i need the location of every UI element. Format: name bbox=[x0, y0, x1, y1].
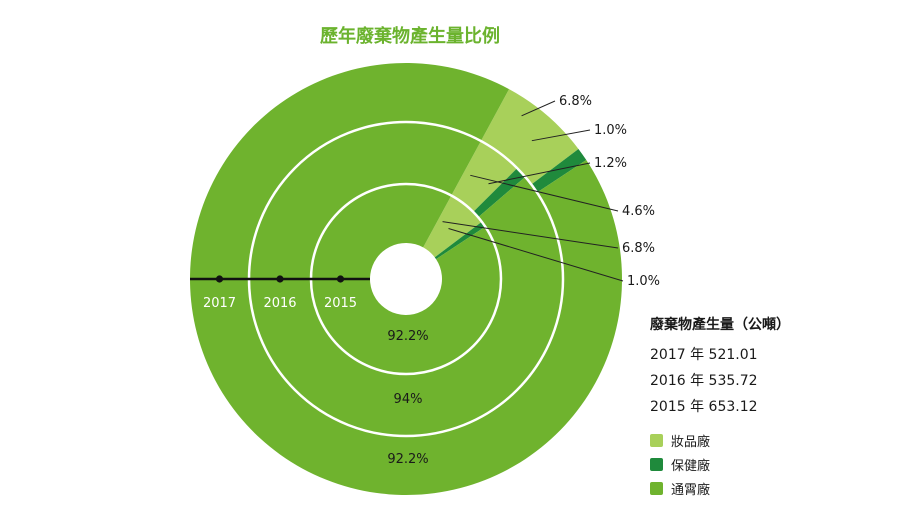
slice-label-2015-general: 92.2% bbox=[387, 329, 428, 344]
pie-slice-2016-1 bbox=[473, 168, 526, 218]
row-year: 2016 bbox=[650, 373, 686, 389]
slice-label-2015-1: 1.0% bbox=[627, 274, 660, 289]
slice-label-2016-1: 1.2% bbox=[594, 156, 627, 171]
row-unit: 年 bbox=[690, 347, 705, 363]
ring-year-label-2017: 2017 bbox=[203, 296, 236, 311]
slice-label-2016-0: 4.6% bbox=[622, 204, 655, 219]
year-dot-2016 bbox=[276, 275, 284, 283]
legend-item-cosmetics: 妝品廠 bbox=[650, 428, 710, 452]
year-dot-2017 bbox=[215, 275, 224, 283]
row-year: 2015 bbox=[650, 399, 686, 415]
slice-label-2016-general: 94% bbox=[394, 392, 423, 407]
callout-line-2017-1 bbox=[531, 129, 591, 142]
legend-swatch-health bbox=[650, 457, 663, 471]
row-value: 653.12 bbox=[708, 399, 758, 415]
year-dot-2015 bbox=[336, 275, 345, 283]
legend-swatch-general bbox=[650, 481, 663, 495]
pie-slice-2017-0 bbox=[480, 89, 579, 185]
callout-line-2015-0 bbox=[442, 221, 619, 249]
row-value: 535.72 bbox=[708, 373, 758, 389]
row-unit: 年 bbox=[690, 373, 705, 389]
pie-slice-2015-2 bbox=[311, 184, 502, 374]
chart-legend: 妝品廠 保健廠 通霄廠 bbox=[650, 428, 710, 500]
row-unit: 年 bbox=[690, 399, 705, 415]
chart-title: 歷年廢棄物產生量比例 bbox=[320, 26, 500, 47]
pie-slice-2016-2 bbox=[249, 122, 564, 437]
waste-amount-row-2016: 2016 年 535.72 bbox=[650, 368, 790, 394]
callout-line-2017-0 bbox=[521, 100, 556, 117]
row-year: 2017 bbox=[650, 347, 686, 363]
pie-slice-2015-0 bbox=[423, 195, 482, 258]
callout-line-2016-0 bbox=[470, 174, 619, 212]
slice-label-2017-general: 92.2% bbox=[387, 452, 428, 467]
legend-item-health: 保健廠 bbox=[650, 452, 710, 476]
ring-year-label-2015: 2015 bbox=[324, 296, 357, 311]
pie-slice-2015-1 bbox=[434, 221, 486, 260]
slice-label-2015-0: 6.8% bbox=[622, 241, 655, 256]
slice-label-2017-1: 1.0% bbox=[594, 123, 627, 138]
legend-label: 保健廠 bbox=[671, 458, 711, 474]
waste-amount-panel: 廢棄物產生量（公噸） 2017 年 521.01 2016 年 535.72 2… bbox=[650, 312, 790, 420]
slice-label-2017-0: 6.8% bbox=[559, 94, 592, 109]
legend-label: 妝品廠 bbox=[671, 434, 711, 450]
callout-line-2016-1 bbox=[488, 162, 591, 185]
waste-amount-row-2017: 2017 年 521.01 bbox=[650, 342, 790, 368]
pie-slice-2017-1 bbox=[531, 148, 587, 193]
legend-swatch-cosmetics bbox=[650, 433, 663, 447]
waste-amount-row-2015: 2015 年 653.12 bbox=[650, 394, 790, 420]
pie-slice-2016-0 bbox=[451, 141, 518, 212]
legend-label: 通霄廠 bbox=[671, 482, 711, 498]
row-value: 521.01 bbox=[708, 347, 758, 363]
ring-year-label-2016: 2016 bbox=[263, 296, 296, 311]
waste-amount-heading: 廢棄物產生量（公噸） bbox=[650, 317, 790, 333]
callout-line-2015-1 bbox=[448, 228, 624, 282]
legend-item-general: 通霄廠 bbox=[650, 476, 710, 500]
